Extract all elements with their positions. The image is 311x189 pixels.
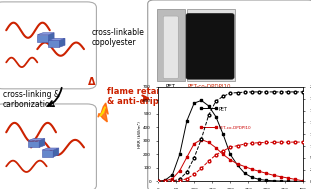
Polygon shape [37,33,54,35]
Polygon shape [100,107,105,116]
FancyBboxPatch shape [163,16,178,78]
Text: PET-co-DPDPI10: PET-co-DPDPI10 [187,84,231,89]
FancyBboxPatch shape [0,104,96,189]
Polygon shape [37,35,49,42]
Text: Δ: Δ [88,77,95,87]
Polygon shape [49,33,54,42]
Text: PET: PET [219,107,228,112]
Polygon shape [28,139,45,141]
FancyBboxPatch shape [148,0,311,189]
FancyBboxPatch shape [157,9,185,81]
Polygon shape [48,38,65,40]
Polygon shape [39,139,45,147]
Polygon shape [53,148,59,157]
Text: cross-linking &
carbonization: cross-linking & carbonization [3,90,60,109]
FancyBboxPatch shape [187,9,235,81]
Polygon shape [98,103,108,122]
Text: flame retardance
& anti-dripping: flame retardance & anti-dripping [107,87,189,106]
Polygon shape [42,150,53,157]
Y-axis label: HRR (kW/m²): HRR (kW/m²) [138,121,142,148]
FancyBboxPatch shape [0,2,96,89]
Polygon shape [48,40,59,47]
Polygon shape [59,38,65,47]
Polygon shape [42,148,59,150]
Polygon shape [28,141,39,147]
Text: cross-linkable
copolyester: cross-linkable copolyester [92,28,145,47]
Text: PET: PET [165,84,175,89]
Text: PET-co-DPDPI10: PET-co-DPDPI10 [219,126,251,130]
FancyBboxPatch shape [186,13,234,79]
